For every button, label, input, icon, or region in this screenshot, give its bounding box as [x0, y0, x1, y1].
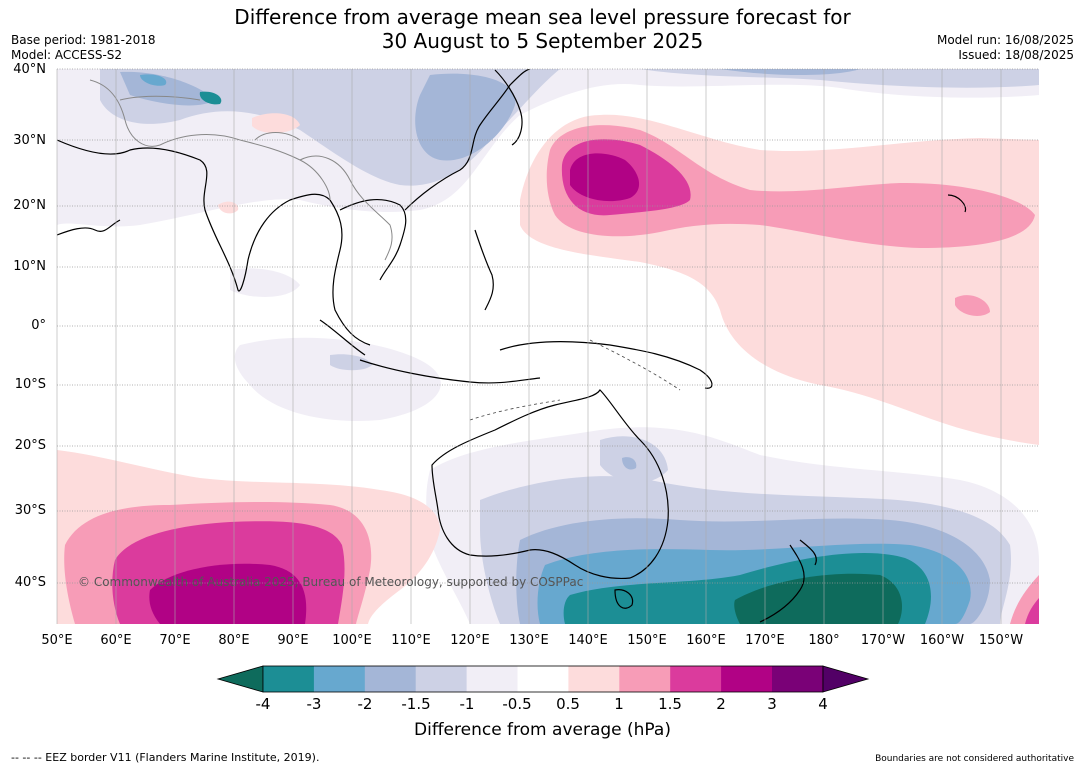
colorbar-arrow-low: [216, 665, 264, 693]
lon-label: 130°E: [509, 633, 549, 648]
lon-label: 160°W: [919, 633, 965, 648]
map-title: Difference from average mean sea level p…: [0, 5, 1085, 53]
colorbar-swatch: [721, 666, 773, 692]
colorbar-swatch: [415, 666, 468, 692]
colorbar-tick-label: -4: [255, 695, 271, 713]
lat-label: 0°: [31, 318, 46, 333]
colorbar: [216, 665, 870, 693]
colorbar-frame: [262, 665, 824, 693]
colorbar-swatch: [772, 666, 824, 692]
lon-label: 80°E: [218, 633, 250, 648]
colorbar-swatch: [466, 666, 518, 692]
colorbar-tick-label: 2: [716, 695, 726, 713]
lon-label: 160°E: [686, 633, 726, 648]
lat-label: 20°N: [13, 198, 46, 213]
metadata-left: Base period: 1981-2018 Model: ACCESS-S2: [11, 33, 156, 63]
lon-label: 140°E: [568, 633, 608, 648]
lat-label: 40°N: [13, 62, 46, 77]
colorbar-swatch: [568, 666, 620, 692]
copyright-credit: © Commonwealth of Australia 2025, Bureau…: [78, 575, 584, 589]
lon-label: 70°E: [159, 633, 191, 648]
colorbar-label: Difference from average (hPa): [414, 720, 671, 740]
lat-label: 10°N: [13, 259, 46, 274]
lon-label: 180°: [808, 633, 840, 648]
issued-text: Issued: 18/08/2025: [958, 48, 1074, 62]
colorbar-swatch: [619, 666, 671, 692]
lon-label: 90°E: [277, 633, 309, 648]
colorbar-swatch: [263, 666, 315, 692]
title-line-1: Difference from average mean sea level p…: [234, 5, 851, 29]
lon-label: 150°E: [627, 633, 667, 648]
lon-label: 100°E: [332, 633, 372, 648]
colorbar-tick-label: -0.5: [502, 695, 532, 713]
metadata-right: Model run: 16/08/2025 Issued: 18/08/2025: [937, 33, 1074, 63]
lon-label: 120°E: [450, 633, 490, 648]
colorbar-tick-label: -2: [357, 695, 373, 713]
lon-label: 60°E: [100, 633, 132, 648]
colorbar-tick-label: -1.5: [401, 695, 431, 713]
colorbar-swatch: [313, 666, 366, 692]
lat-label: 30°S: [14, 503, 46, 518]
colorbar-tick-label: 1: [614, 695, 624, 713]
lon-label: 50°E: [41, 633, 73, 648]
lon-label: 110°E: [391, 633, 431, 648]
colorbar-tick-label: 1.5: [658, 695, 682, 713]
lat-label: 40°S: [14, 575, 46, 590]
boundaries-note: Boundaries are not considered authoritat…: [875, 754, 1074, 764]
lat-label: 30°N: [13, 133, 46, 148]
lon-label: 170°W: [860, 633, 906, 648]
colorbar-tick-label: 3: [767, 695, 777, 713]
colorbar-arrow-high: [822, 665, 870, 693]
model-text: Model: ACCESS-S2: [11, 48, 123, 62]
lat-label: 20°S: [14, 438, 46, 453]
colorbar-tick-label: 0.5: [556, 695, 580, 713]
base-period-text: Base period: 1981-2018: [11, 33, 156, 47]
model-run-text: Model run: 16/08/2025: [936, 33, 1074, 47]
colorbar-swatch: [364, 666, 417, 692]
colorbar-swatch: [670, 666, 722, 692]
colorbar-tick-label: -1: [459, 695, 475, 713]
colorbar-tick-label: 4: [818, 695, 828, 713]
title-line-2: 30 August to 5 September 2025: [381, 29, 704, 53]
lon-label: 150°W: [978, 633, 1024, 648]
colorbar-tick-label: -3: [306, 695, 322, 713]
lat-label: 10°S: [14, 377, 46, 392]
colorbar-swatch: [517, 666, 569, 692]
lon-label: 170°E: [745, 633, 785, 648]
eez-note: -- -- -- EEZ border V11 (Flanders Marine…: [11, 751, 320, 764]
